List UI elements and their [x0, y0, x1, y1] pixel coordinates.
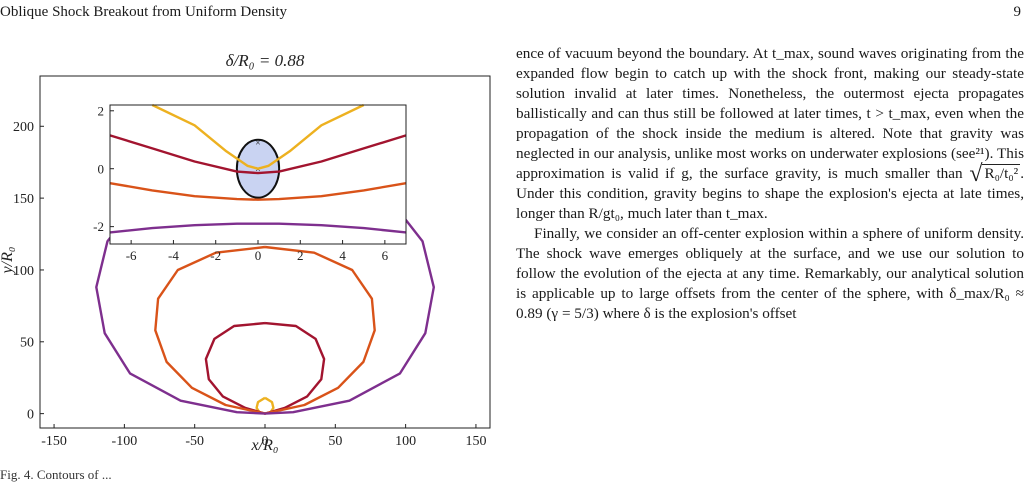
- inset-curve-3: [109, 222, 407, 234]
- main-xtick-label: 50: [328, 434, 342, 449]
- paragraph-1-end: . Under this condition, gravity begins t…: [516, 165, 1024, 222]
- inset-curve-2: [109, 182, 407, 201]
- sqrt-argument: R₀/t₀²: [982, 164, 1021, 182]
- x-axis-label: x/R₀: [251, 437, 279, 454]
- inset-curves: [109, 103, 407, 234]
- inset-xtick-label: 6: [382, 248, 389, 263]
- main-curve-2: [154, 245, 376, 415]
- main-xtick-label: 0: [262, 434, 269, 449]
- inset-xtick-label: -2: [210, 248, 221, 263]
- main-curve-3: [95, 161, 435, 415]
- figure-caption-fragment: Fig. 4. Contours of ...: [0, 467, 112, 482]
- main-xtick-label: 150: [465, 434, 486, 449]
- inset-plot: × × -6 -4 -2 0 2 4 6 -2 0 2: [93, 103, 407, 263]
- paragraph-2: Finally, we consider an off-center explo…: [516, 225, 1024, 322]
- main-xtick-label: -50: [185, 434, 204, 449]
- figure-title: δ/R₀ = 0.88: [226, 51, 305, 70]
- main-ytick-label: 0: [27, 408, 34, 423]
- main-ytick-label: 100: [13, 264, 34, 279]
- inset-xtick-label: 4: [339, 248, 346, 263]
- paragraph-1-text: ence of vacuum beyond the boundary. At t…: [516, 45, 1024, 182]
- inset-curve-1: [109, 134, 407, 175]
- running-title: Oblique Shock Breakout from Uniform Dens…: [0, 4, 288, 20]
- inset-ytick-label: 0: [98, 161, 105, 176]
- inset-sphere-marker-top: ×: [255, 138, 261, 149]
- body-text-column: ence of vacuum beyond the boundary. At t…: [516, 44, 1024, 324]
- sqrt-expression: √ R₀/t₀²: [969, 161, 1021, 187]
- y-axis-label: y/R₀: [0, 247, 16, 276]
- main-ytick-label: 150: [13, 192, 34, 207]
- inset-xtick-label: 2: [297, 248, 304, 263]
- main-curves: [95, 161, 435, 415]
- inset-curve-0: [151, 103, 365, 170]
- paragraph-1: ence of vacuum beyond the boundary. At t…: [516, 44, 1024, 224]
- inset-xtick-label: -6: [126, 248, 137, 263]
- inset-axis-ticks: -6 -4 -2 0 2 4 6 -2 0 2: [93, 103, 388, 263]
- main-xtick-label: 100: [395, 434, 416, 449]
- main-ytick-label: 50: [20, 336, 34, 351]
- figure-contours: δ/R₀ = 0.88 -150 -100 -50 0 50 100 150 0 50 100 15…: [0, 51, 491, 454]
- main-xtick-label: -100: [112, 434, 138, 449]
- inset-xtick-label: 0: [255, 248, 262, 263]
- main-ytick-label: 200: [13, 120, 34, 135]
- page-number: 9: [1013, 4, 1022, 20]
- inset-ytick-label: 2: [98, 103, 105, 118]
- main-curve-1: [204, 321, 326, 415]
- inset-ytick-label: -2: [93, 219, 104, 234]
- inset-xtick-label: -4: [168, 248, 179, 263]
- main-xtick-label: -150: [41, 434, 67, 449]
- inset-sphere-marker-center: ×: [255, 165, 261, 176]
